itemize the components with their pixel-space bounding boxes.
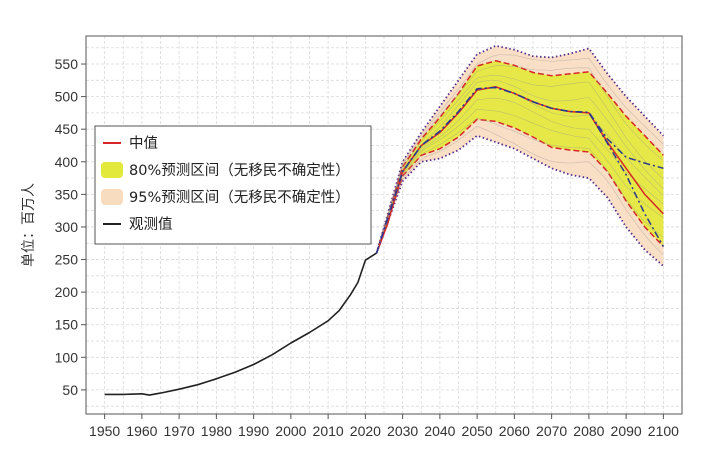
sample-trajectory	[380, 74, 664, 241]
series-lines	[104, 86, 665, 396]
legend-label: 观测值	[129, 216, 173, 233]
x-tick-label: 2080	[573, 423, 604, 439]
y-tick-label: 450	[55, 121, 79, 137]
x-tick-label: 2040	[424, 423, 455, 439]
series-line-scenario-3	[375, 86, 664, 254]
x-tick-label: 1980	[201, 423, 232, 439]
sample-trajectory	[380, 125, 664, 256]
y-tick-label: 250	[55, 252, 79, 268]
x-tick-label: 2100	[648, 423, 679, 439]
x-tick-label: 2060	[499, 423, 530, 439]
band-80pct-lower	[375, 118, 664, 254]
legend-swatch	[101, 189, 123, 205]
legend-swatch	[101, 162, 123, 178]
legend-label: 95%预测区间（无移民不确定性）	[129, 189, 350, 206]
y-tick-label: 50	[62, 382, 78, 398]
band-95pct-upper	[375, 44, 665, 254]
sample-trajectory	[380, 97, 664, 242]
legend: 中值 80%预测区间（无移民不确定性） 95%预测区间（无移民不确定性） 观测值	[94, 125, 372, 245]
y-axis-ticks: 50 100 150 200 250 300 350 400 450 500 550	[55, 56, 86, 398]
x-tick-label: 2020	[350, 423, 381, 439]
y-tick-label: 200	[55, 284, 79, 300]
band-80pct	[376, 60, 664, 253]
sample-trajectory	[380, 117, 664, 243]
legend-box	[94, 125, 372, 245]
x-tick-label: 2010	[313, 423, 344, 439]
x-tick-label: 1960	[126, 423, 157, 439]
x-axis-ticks: 1950 1960 1970 1980 1990 2000 2010 2020 2030 2040…	[89, 414, 679, 439]
prediction-bands	[375, 44, 665, 267]
band-80pct-upper	[375, 60, 664, 254]
sample-trajectory	[380, 79, 664, 242]
band-95pct-lower	[375, 134, 664, 267]
legend-label: 中值	[129, 135, 158, 152]
grid	[86, 36, 682, 414]
y-tick-label: 400	[55, 154, 79, 170]
sample-trajectory	[380, 108, 664, 242]
x-tick-label: 1990	[238, 423, 269, 439]
y-tick-label: 500	[55, 89, 79, 105]
sample-trajectory	[380, 64, 664, 241]
sample-trajectory	[380, 54, 664, 241]
x-tick-label: 1970	[164, 423, 195, 439]
series-line-观测值	[104, 252, 378, 396]
y-tick-label: 100	[55, 349, 79, 365]
y-axis-title: 单位：百万人	[21, 183, 37, 267]
x-tick-label: 2030	[387, 423, 418, 439]
sample-trajectories	[380, 54, 664, 256]
y-tick-label: 550	[55, 56, 79, 72]
x-tick-label: 2090	[611, 423, 642, 439]
x-tick-label: 2050	[462, 423, 493, 439]
y-tick-label: 150	[55, 317, 79, 333]
x-tick-label: 1950	[89, 423, 120, 439]
y-tick-label: 350	[55, 186, 79, 202]
y-tick-label: 300	[55, 219, 79, 235]
legend-label: 80%预测区间（无移民不确定性）	[129, 162, 350, 179]
x-tick-label: 2070	[536, 423, 567, 439]
plot-frame	[85, 35, 683, 415]
x-tick-label: 2000	[275, 423, 306, 439]
